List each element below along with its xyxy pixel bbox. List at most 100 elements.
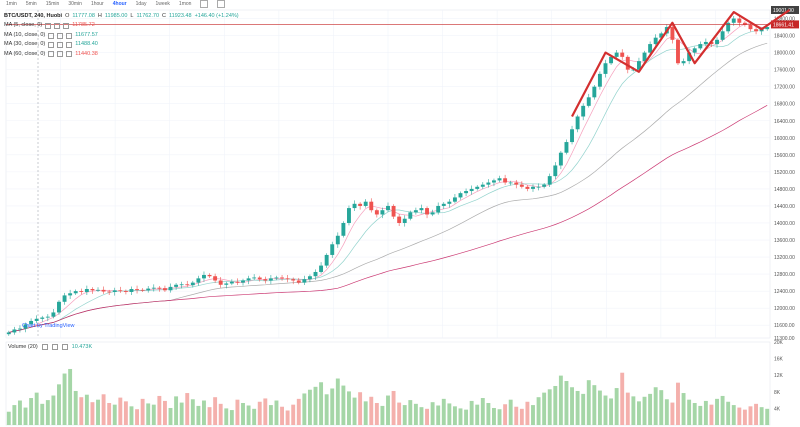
timeframe-1hour[interactable]: 1hour xyxy=(90,1,104,7)
indicator-icon[interactable] xyxy=(200,0,209,8)
candle-body xyxy=(302,279,307,283)
volume-bar xyxy=(391,390,396,425)
visibility-icon[interactable] xyxy=(57,51,64,58)
symbol-label: BTC/USDT, 240, Huobi xyxy=(4,13,63,19)
visibility-icon[interactable] xyxy=(54,23,61,30)
timeframe-5min[interactable]: 5min xyxy=(25,1,37,7)
candle-body xyxy=(174,284,179,287)
y-tick-label: 11600.00 xyxy=(774,323,795,329)
candle-body xyxy=(241,280,245,283)
high-value: 11985.00 xyxy=(104,13,128,19)
close-icon[interactable] xyxy=(63,23,70,30)
settings-icon[interactable] xyxy=(48,41,55,48)
volume-bar xyxy=(68,368,73,425)
volume-bar xyxy=(386,395,390,425)
volume-bar xyxy=(330,388,335,425)
volume-bar xyxy=(698,405,703,425)
candle-body xyxy=(29,320,34,325)
y-tick-label: 18400.00 xyxy=(774,34,795,40)
volume-bar xyxy=(636,401,641,425)
candle-body xyxy=(525,186,530,189)
close-icon[interactable] xyxy=(66,32,73,39)
timeframe-1day[interactable]: 1day xyxy=(135,1,147,7)
candle-body xyxy=(107,291,112,293)
volume-tick-label: 20K xyxy=(774,340,784,346)
volume-tick-label: 4K xyxy=(774,406,781,412)
candle-body xyxy=(319,265,324,272)
volume-bar xyxy=(218,403,223,425)
fullscreen-icon[interactable] xyxy=(217,0,226,8)
volume-bar xyxy=(486,403,491,425)
volume-bar xyxy=(670,402,675,425)
candle-body xyxy=(246,278,251,281)
candle-body xyxy=(168,286,173,291)
visibility-icon[interactable] xyxy=(57,32,64,39)
settings-icon[interactable] xyxy=(41,344,48,350)
volume-bar xyxy=(592,385,597,425)
volume-bar xyxy=(40,403,45,425)
candle-body xyxy=(425,208,429,215)
candle-body xyxy=(469,188,474,192)
volume-bar xyxy=(397,402,402,425)
ma30-label: MA (30, close, 0) xyxy=(4,41,46,48)
volume-bar xyxy=(430,402,435,425)
candle-body xyxy=(202,274,206,279)
close-icon[interactable] xyxy=(61,344,68,350)
volume-bar xyxy=(185,393,190,425)
candle-body xyxy=(430,212,435,215)
candle-body xyxy=(146,288,151,291)
candle-body xyxy=(45,316,50,318)
volume-bar xyxy=(497,409,502,425)
volume-bar xyxy=(51,395,56,425)
volume-bar xyxy=(280,406,284,425)
close-icon[interactable] xyxy=(66,51,73,58)
volume-bar xyxy=(503,404,508,425)
volume-bar xyxy=(475,404,480,425)
candle-body xyxy=(508,182,513,184)
candle-body xyxy=(12,329,17,333)
timeframe-30min[interactable]: 30min xyxy=(68,1,82,7)
volume-bar xyxy=(369,396,374,425)
settings-icon[interactable] xyxy=(48,51,55,58)
volume-value: 10.473K xyxy=(71,344,93,350)
candle-body xyxy=(280,277,284,279)
candle-body xyxy=(464,191,469,194)
visibility-icon[interactable] xyxy=(51,344,58,350)
timeframe-1week[interactable]: 1week xyxy=(155,1,170,7)
ma60-value: 11440.38 xyxy=(75,50,98,57)
timeframe-4hour[interactable]: 4hour xyxy=(112,1,127,7)
y-tick-label: 14800.00 xyxy=(774,187,795,193)
visibility-icon[interactable] xyxy=(57,41,64,48)
volume-bar xyxy=(731,405,736,425)
candle-body xyxy=(313,271,318,277)
volume-bar xyxy=(341,385,346,425)
candle-body xyxy=(324,254,329,266)
y-tick-label: 12800.00 xyxy=(774,272,795,278)
settings-icon[interactable] xyxy=(48,32,55,39)
volume-bar xyxy=(425,408,429,425)
candle-body xyxy=(274,277,279,279)
candle-body xyxy=(162,288,167,291)
candle-body xyxy=(692,48,697,53)
candle-body xyxy=(252,277,257,279)
candle-body xyxy=(531,186,535,189)
candle-body xyxy=(57,301,61,313)
tradingview-attribution[interactable]: Chart by TradingView xyxy=(22,323,75,329)
candle-body xyxy=(207,274,212,277)
candle-body xyxy=(698,44,703,49)
candle-body xyxy=(441,203,446,206)
volume-bar xyxy=(525,401,530,425)
close-icon[interactable] xyxy=(66,41,73,48)
volume-bar xyxy=(402,405,407,425)
volume-bar xyxy=(29,398,34,425)
volume-bar xyxy=(246,405,251,425)
timeframe-15min[interactable]: 15min xyxy=(45,1,60,7)
timeframe-1mon[interactable]: 1mon xyxy=(178,1,192,7)
candle-body xyxy=(670,27,675,40)
timeframe-1min[interactable]: 1min xyxy=(6,1,17,7)
volume-bar xyxy=(742,409,747,425)
volume-bar xyxy=(207,407,212,425)
volume-bar xyxy=(252,408,257,425)
volume-bar xyxy=(737,407,742,425)
settings-icon[interactable] xyxy=(45,23,52,30)
